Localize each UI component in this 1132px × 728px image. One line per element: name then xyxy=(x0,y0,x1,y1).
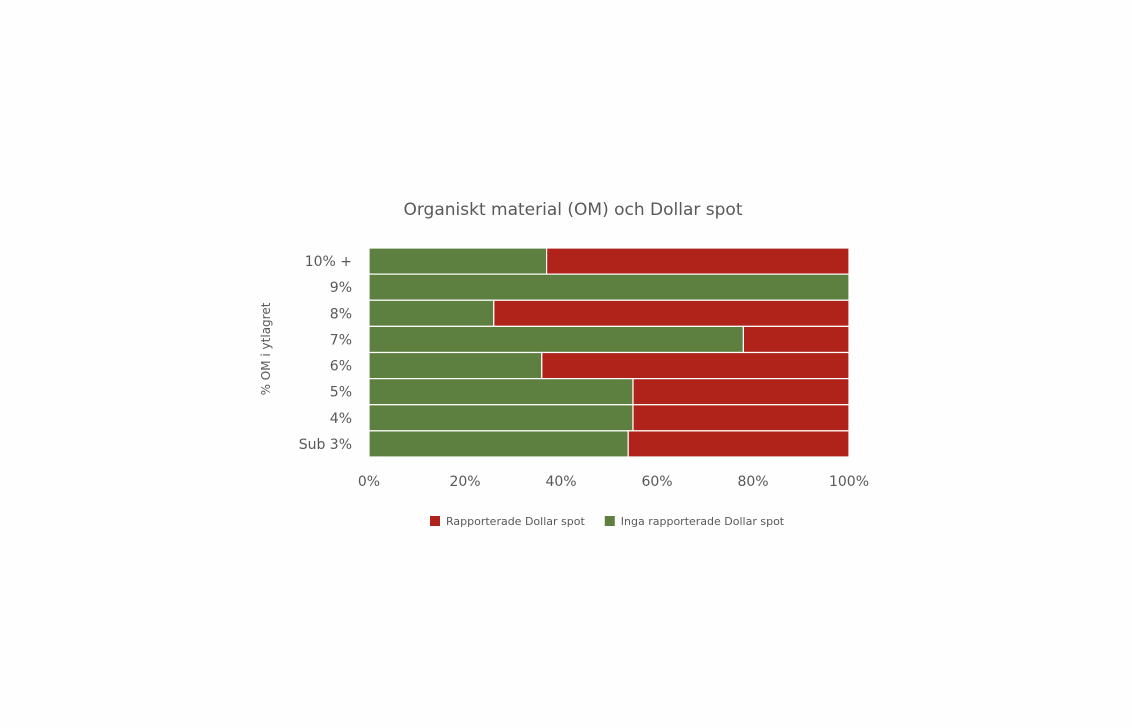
bar-not-reported-0[interactable] xyxy=(368,247,548,275)
bar-not-reported-1[interactable] xyxy=(368,273,850,301)
y-axis-label: % OM i ytlagret xyxy=(259,302,273,395)
bar-reported-3[interactable] xyxy=(742,325,850,354)
legend-swatch xyxy=(604,516,615,526)
bar-reported-4[interactable] xyxy=(541,351,850,380)
y-tick-label: 7% xyxy=(330,332,352,348)
x-tick-label: 0% xyxy=(358,474,380,490)
y-tick-labels: 10% + 9% 8% 7% 6% 5% 4% Sub 3% xyxy=(299,254,352,453)
bars-group xyxy=(368,247,850,458)
bar-not-reported-5[interactable] xyxy=(368,378,634,406)
legend-label[interactable]: Rapporterade Dollar spot xyxy=(446,515,585,528)
bar-reported-5[interactable] xyxy=(632,378,850,406)
bar-not-reported-6[interactable] xyxy=(368,404,634,432)
legend[interactable]: Rapporterade Dollar spot Inga rapporterad… xyxy=(430,515,785,528)
bar-reported-6[interactable] xyxy=(632,404,850,432)
y-tick-label: 6% xyxy=(330,359,352,375)
bar-not-reported-7[interactable] xyxy=(368,430,629,458)
bar-not-reported-2[interactable] xyxy=(368,299,495,327)
x-tick-label: 80% xyxy=(737,474,768,490)
x-tick-label: 60% xyxy=(641,474,672,490)
chart-title: Organiskt material (OM) och Dollar spot xyxy=(403,200,742,220)
bar-not-reported-4[interactable] xyxy=(368,351,543,380)
y-tick-label: Sub 3% xyxy=(299,437,352,453)
x-tick-label: 20% xyxy=(449,474,480,490)
y-tick-label: 5% xyxy=(330,385,352,401)
x-tick-label: 100% xyxy=(829,474,869,490)
y-tick-label: 9% xyxy=(330,280,352,296)
x-tick-labels: 0% 20% 40% 60% 80% 100% xyxy=(358,474,869,490)
y-tick-label: 4% xyxy=(330,411,352,427)
bar-reported-0[interactable] xyxy=(545,247,850,275)
bar-reported-7[interactable] xyxy=(627,430,850,458)
bar-not-reported-3[interactable] xyxy=(368,325,744,354)
legend-swatch xyxy=(430,516,440,526)
bar-reported-2[interactable] xyxy=(493,299,850,327)
y-tick-label: 8% xyxy=(330,306,352,322)
y-tick-label: 10% + xyxy=(305,254,352,270)
legend-label[interactable]: Inga rapporterade Dollar spot xyxy=(621,515,785,528)
x-tick-label: 40% xyxy=(545,474,576,490)
